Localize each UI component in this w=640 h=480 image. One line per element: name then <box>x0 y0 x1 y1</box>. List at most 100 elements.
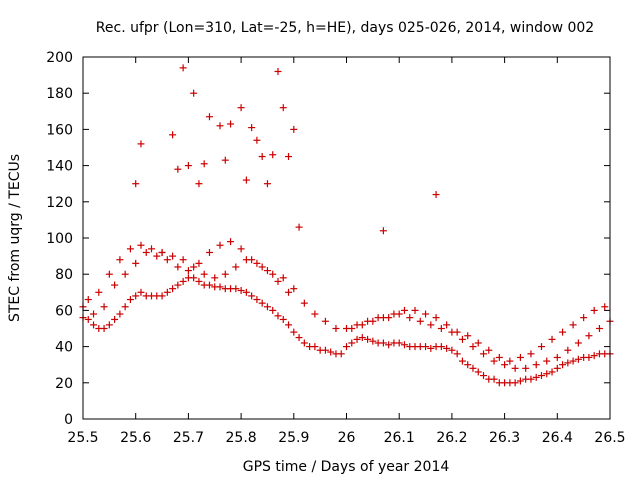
data-point <box>290 285 298 293</box>
data-point <box>158 292 166 300</box>
data-point <box>453 350 461 358</box>
data-point <box>480 350 488 358</box>
data-point <box>111 281 119 289</box>
data-point <box>327 348 335 356</box>
data-point <box>285 321 293 329</box>
y-tick-label: 140 <box>46 159 73 175</box>
data-point <box>137 241 145 249</box>
data-point <box>385 341 393 349</box>
data-point <box>269 270 277 278</box>
data-point <box>242 256 250 264</box>
data-point <box>126 296 134 304</box>
data-point <box>158 248 166 256</box>
data-point <box>527 350 535 358</box>
data-point <box>163 256 171 264</box>
data-point <box>205 248 213 256</box>
data-point <box>516 353 524 361</box>
data-point <box>232 285 240 293</box>
data-point <box>195 259 203 267</box>
data-point <box>269 306 277 314</box>
data-point <box>179 256 187 264</box>
data-point <box>369 317 377 325</box>
data-point <box>269 151 277 159</box>
data-point <box>242 288 250 296</box>
data-point <box>179 64 187 72</box>
data-point <box>532 373 540 381</box>
data-point <box>111 315 119 323</box>
data-point <box>195 180 203 188</box>
data-point <box>364 335 372 343</box>
data-point <box>290 328 298 336</box>
data-point <box>121 303 129 311</box>
data-point <box>148 245 156 253</box>
x-tick-label: 26.5 <box>594 430 625 446</box>
data-point <box>205 113 213 121</box>
data-point <box>474 339 482 347</box>
data-point <box>464 332 472 340</box>
data-point <box>585 332 593 340</box>
data-point <box>458 335 466 343</box>
data-point <box>258 263 266 271</box>
data-point <box>216 122 224 130</box>
data-point <box>274 67 282 75</box>
data-point <box>490 375 498 383</box>
data-point <box>221 270 229 278</box>
y-tick-label: 80 <box>55 267 73 283</box>
data-point <box>221 156 229 164</box>
data-point <box>200 160 208 168</box>
data-point <box>174 165 182 173</box>
data-point <box>190 263 198 271</box>
data-point <box>237 286 245 294</box>
x-tick-label: 25.7 <box>173 430 204 446</box>
x-tick-label: 26.1 <box>384 430 415 446</box>
data-point <box>200 270 208 278</box>
data-point <box>300 339 308 347</box>
data-point <box>559 361 567 369</box>
data-point <box>548 335 556 343</box>
data-point <box>169 252 177 260</box>
data-point <box>205 281 213 289</box>
data-point <box>379 314 387 322</box>
data-point <box>390 310 398 318</box>
data-point <box>300 299 308 307</box>
data-point <box>274 277 282 285</box>
data-point <box>422 343 430 351</box>
data-point <box>216 241 224 249</box>
data-point <box>242 176 250 184</box>
x-tick-label: 25.8 <box>226 430 257 446</box>
data-point <box>590 352 598 360</box>
axis-ticks: 25.5 25.6 25.7 25.8 25.9 26 26.1 26.2 26.3 26.4 26… <box>46 50 625 446</box>
data-point <box>248 124 256 132</box>
data-point <box>369 337 377 345</box>
data-point <box>174 281 182 289</box>
data-point <box>227 120 235 128</box>
data-point <box>569 321 577 329</box>
data-point <box>458 357 466 365</box>
data-point <box>263 180 271 188</box>
data-point <box>279 104 287 112</box>
data-point <box>90 321 98 329</box>
data-point <box>400 341 408 349</box>
data-point <box>279 315 287 323</box>
plot-frame <box>82 56 611 420</box>
data-point <box>543 370 551 378</box>
data-point <box>100 325 108 332</box>
data-point <box>395 339 403 347</box>
data-point <box>595 325 603 332</box>
data-point <box>169 131 177 139</box>
data-point <box>501 361 509 369</box>
data-point <box>506 357 514 365</box>
data-point <box>437 343 445 351</box>
y-tick-label: 100 <box>46 231 73 247</box>
data-point <box>348 339 356 347</box>
data-point <box>480 372 488 380</box>
data-point <box>564 346 572 354</box>
data-point <box>211 274 219 282</box>
x-tick-label: 26.2 <box>436 430 467 446</box>
data-point <box>184 162 192 170</box>
data-point <box>490 357 498 365</box>
data-point <box>279 274 287 282</box>
x-tick-label: 26 <box>338 430 356 446</box>
data-point <box>258 153 266 161</box>
